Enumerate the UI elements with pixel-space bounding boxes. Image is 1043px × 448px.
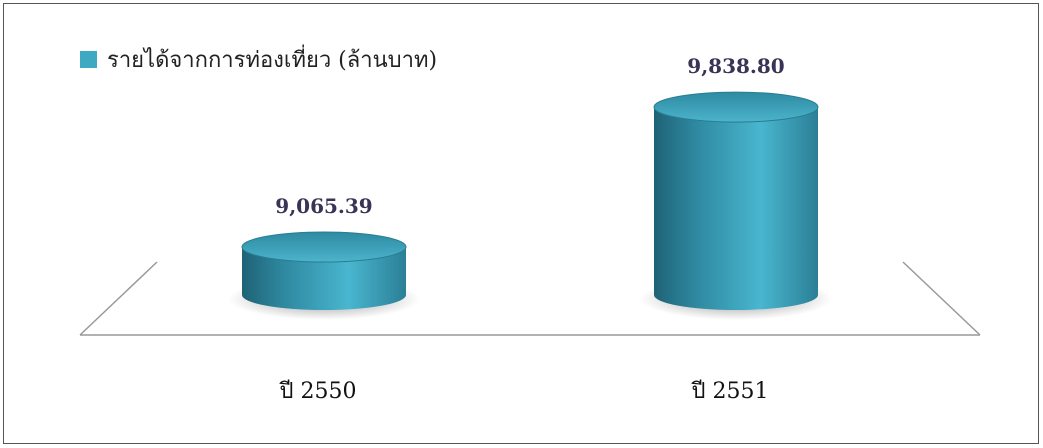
legend-swatch <box>80 51 97 68</box>
bar-top <box>653 91 819 123</box>
data-label: 9,065.39 <box>275 194 372 218</box>
bar-cylinder <box>242 246 406 310</box>
floor-left-edge <box>79 261 158 336</box>
legend-label: รายได้จากการท่องเที่ยว (ล้านบาท) <box>107 48 438 73</box>
chart-frame: รายได้จากการท่องเที่ยว (ล้านบาท) <box>3 3 1039 444</box>
floor-right-edge <box>902 261 981 336</box>
bar-cylinder <box>654 107 818 310</box>
category-label: ปี 2550 <box>278 379 356 404</box>
bar-top <box>241 231 407 263</box>
category-label: ปี 2551 <box>690 379 768 404</box>
legend: รายได้จากการท่องเที่ยว (ล้านบาท) <box>80 42 437 77</box>
data-label: 9,838.80 <box>687 54 784 78</box>
